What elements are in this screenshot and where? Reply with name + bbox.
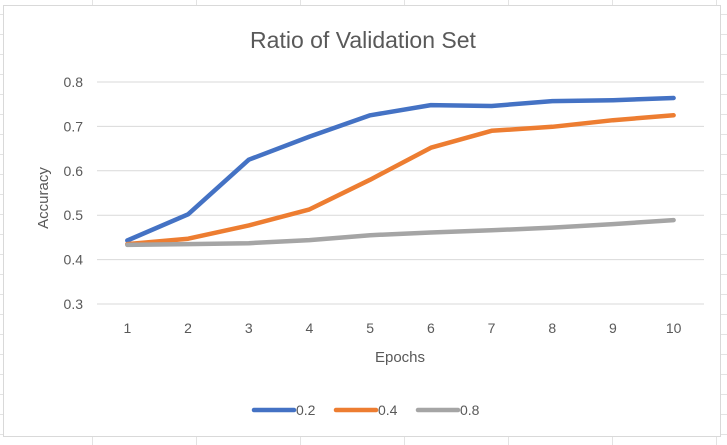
y-tick-label: 0.4 bbox=[64, 252, 84, 268]
line-chart: Ratio of Validation Set 0.30.40.50.60.70… bbox=[35, 27, 704, 418]
x-tick-label: 5 bbox=[366, 320, 374, 336]
y-tick-label: 0.6 bbox=[64, 163, 84, 179]
x-tick-label: 2 bbox=[184, 320, 192, 336]
legend-label: 0.2 bbox=[296, 402, 316, 418]
y-axis-label: Accuracy bbox=[35, 167, 52, 229]
y-tick-label: 0.7 bbox=[64, 118, 84, 134]
chart-area[interactable]: Ratio of Validation Set 0.3 0.4 0.5 0.6 0.7 0… bbox=[3, 5, 721, 437]
series-line-0.4[interactable] bbox=[125, 113, 676, 247]
legend: 0.2 0.4 0.8 bbox=[251, 402, 480, 418]
x-tick-label: 8 bbox=[548, 320, 556, 336]
x-tick-label: 7 bbox=[488, 320, 496, 336]
x-axis-ticks: 1 2 3 4 5 6 7 8 9 10 bbox=[123, 320, 681, 336]
x-tick-label: 6 bbox=[427, 320, 435, 336]
y-tick-label: 0.5 bbox=[64, 207, 84, 223]
series-line-0.2[interactable] bbox=[125, 95, 676, 243]
series-line-0.8[interactable] bbox=[125, 217, 676, 248]
gridlines bbox=[97, 81, 704, 305]
x-tick-label: 1 bbox=[123, 320, 131, 336]
x-axis-label: Epochs bbox=[375, 349, 425, 366]
x-tick-label: 10 bbox=[666, 320, 682, 336]
chart-title: Ratio of Validation Set bbox=[250, 27, 476, 53]
legend-label: 0.8 bbox=[460, 402, 480, 418]
x-tick-label: 9 bbox=[609, 320, 617, 336]
legend-label: 0.4 bbox=[378, 402, 398, 418]
series-lines bbox=[125, 95, 676, 248]
x-tick-label: 3 bbox=[245, 320, 253, 336]
x-tick-label: 4 bbox=[306, 320, 314, 336]
y-axis-ticks: 0.3 0.4 0.5 0.6 0.7 0.8 bbox=[64, 74, 84, 312]
y-tick-label: 0.3 bbox=[64, 296, 84, 312]
y-tick-label: 0.8 bbox=[64, 74, 84, 90]
